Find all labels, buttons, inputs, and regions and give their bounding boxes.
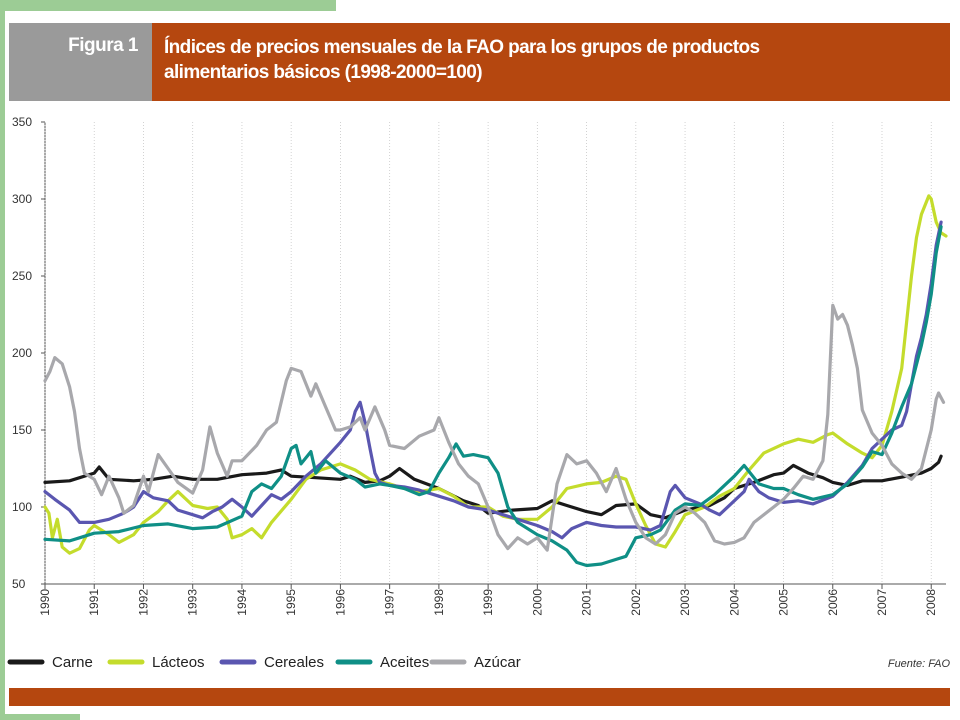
series-line-cereales <box>43 220 943 540</box>
x-tick-label: 1992 <box>136 589 150 616</box>
x-tick-label: 2008 <box>924 589 938 616</box>
source-note: Fuente: FAO <box>888 658 951 670</box>
decorative-bottom-bar <box>0 714 80 720</box>
decorative-top-bar <box>0 0 336 11</box>
x-tick-label: 1995 <box>284 589 298 616</box>
x-tick-label: 2003 <box>678 589 692 616</box>
x-axis-ticks: 1990 1991 1992 1993 1994 1995 1996 1997 1998 1999… <box>38 584 938 616</box>
x-tick-label: 1999 <box>481 589 495 616</box>
x-tick-label: 1993 <box>186 589 200 616</box>
series-line-aceites <box>43 225 943 568</box>
series-line-azucar <box>43 303 946 552</box>
legend-label-carne: Carne <box>52 654 93 671</box>
legend-label-lacteos: Lácteos <box>152 654 205 671</box>
footer-bar <box>9 688 950 706</box>
x-tick-label: 2001 <box>580 589 594 616</box>
x-tick-label: 2002 <box>629 589 643 616</box>
figure-title-line-2: alimentarios básicos (1998-2000=100) <box>164 62 483 83</box>
decorative-left-bar <box>0 0 5 720</box>
legend-label-azucar: Azúcar <box>474 654 521 671</box>
y-tick-label: 200 <box>12 346 32 360</box>
x-tick-label: 2007 <box>875 589 889 616</box>
x-tick-label: 1994 <box>235 589 249 616</box>
y-tick-label: 100 <box>12 500 32 514</box>
y-tick-label: 250 <box>12 269 32 283</box>
y-tick-label: 150 <box>12 423 32 437</box>
x-tick-label: 2000 <box>530 589 544 616</box>
x-tick-label: 1996 <box>333 589 347 616</box>
y-axis-ticks: 50 100 150 200 250 300 350 <box>12 115 45 591</box>
figure-label: Figura 1 <box>68 35 138 56</box>
chart-grid <box>44 122 946 585</box>
x-tick-label: 2004 <box>727 589 741 616</box>
legend-label-aceites: Aceites <box>380 654 429 671</box>
legend-label-cereales: Cereales <box>264 654 324 671</box>
x-tick-label: 2005 <box>777 589 791 616</box>
chart-legend: Carne Lácteos Cereales Aceites Azúcar <box>7 654 521 671</box>
figure-title: Índices de precios mensuales de la FAO p… <box>164 35 924 85</box>
figure-label-box: Figura 1 <box>9 23 152 101</box>
y-tick-label: 50 <box>12 577 26 591</box>
x-tick-label: 1998 <box>432 589 446 616</box>
x-tick-label: 1990 <box>38 589 52 616</box>
x-tick-label: 1991 <box>87 589 101 616</box>
series-line-carne <box>43 454 943 520</box>
x-tick-label: 2006 <box>826 589 840 616</box>
y-tick-label: 350 <box>12 115 32 129</box>
chart-series <box>43 194 948 568</box>
x-tick-label: 1997 <box>383 589 397 616</box>
y-tick-label: 300 <box>12 192 32 206</box>
figure-title-line-1: Índices de precios mensuales de la FAO p… <box>164 37 760 58</box>
figure-title-box: Índices de precios mensuales de la FAO p… <box>152 23 950 101</box>
